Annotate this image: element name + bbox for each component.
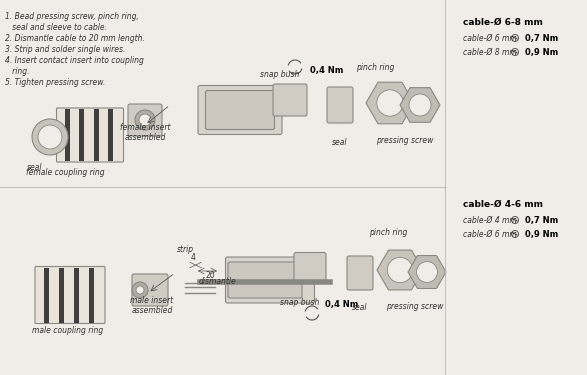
Text: cable-Ø 6 mm: cable-Ø 6 mm bbox=[463, 230, 517, 239]
Text: 20: 20 bbox=[205, 271, 215, 280]
FancyBboxPatch shape bbox=[198, 86, 282, 135]
Text: 0,4 Nm: 0,4 Nm bbox=[325, 300, 359, 309]
Text: 2. Dismantle cable to 20 mm length.: 2. Dismantle cable to 20 mm length. bbox=[5, 34, 145, 43]
Text: cable-Ø 4-6 mm: cable-Ø 4-6 mm bbox=[463, 200, 543, 209]
Text: cable-Ø 4 mm: cable-Ø 4 mm bbox=[463, 216, 517, 225]
Bar bbox=[59, 267, 64, 322]
Text: male insert
assembled: male insert assembled bbox=[130, 296, 174, 315]
FancyBboxPatch shape bbox=[347, 256, 373, 290]
FancyBboxPatch shape bbox=[128, 104, 162, 136]
Text: 3. Strip and solder single wires.: 3. Strip and solder single wires. bbox=[5, 45, 126, 54]
Text: 4. Insert contact insert into coupling: 4. Insert contact insert into coupling bbox=[5, 56, 144, 65]
Polygon shape bbox=[377, 250, 423, 290]
Text: male coupling ring: male coupling ring bbox=[32, 326, 104, 335]
Polygon shape bbox=[408, 255, 446, 288]
Text: 0,7 Nm: 0,7 Nm bbox=[525, 34, 558, 43]
Bar bbox=[79, 109, 84, 161]
Text: cable-Ø 6-8 mm: cable-Ø 6-8 mm bbox=[463, 18, 543, 27]
Text: 0,7 Nm: 0,7 Nm bbox=[525, 216, 558, 225]
Text: seal: seal bbox=[332, 138, 348, 147]
FancyBboxPatch shape bbox=[205, 90, 275, 129]
Text: pinch ring: pinch ring bbox=[369, 228, 407, 237]
Circle shape bbox=[136, 286, 144, 294]
Circle shape bbox=[132, 282, 148, 298]
Bar bbox=[43, 267, 49, 322]
Text: female coupling ring: female coupling ring bbox=[26, 168, 104, 177]
FancyBboxPatch shape bbox=[225, 257, 315, 303]
Circle shape bbox=[38, 125, 62, 149]
Circle shape bbox=[139, 114, 151, 126]
Text: 0,4 Nm: 0,4 Nm bbox=[310, 66, 343, 75]
FancyBboxPatch shape bbox=[132, 274, 168, 306]
Circle shape bbox=[377, 90, 403, 116]
Text: pressing screw: pressing screw bbox=[376, 136, 434, 145]
Text: 0,9 Nm: 0,9 Nm bbox=[525, 48, 558, 57]
FancyBboxPatch shape bbox=[35, 267, 105, 324]
FancyBboxPatch shape bbox=[294, 252, 326, 282]
Text: ring.: ring. bbox=[5, 67, 29, 76]
Text: 4: 4 bbox=[191, 253, 195, 262]
Text: seal: seal bbox=[352, 303, 367, 312]
Circle shape bbox=[32, 119, 68, 155]
Circle shape bbox=[387, 257, 413, 283]
Text: seal: seal bbox=[27, 163, 43, 172]
Circle shape bbox=[417, 261, 437, 282]
FancyBboxPatch shape bbox=[273, 84, 307, 116]
Polygon shape bbox=[400, 88, 440, 122]
Text: 5. Tighten pressing screw.: 5. Tighten pressing screw. bbox=[5, 78, 106, 87]
Text: snap bush: snap bush bbox=[281, 298, 320, 307]
Polygon shape bbox=[366, 82, 414, 124]
Bar bbox=[65, 109, 70, 161]
Bar bbox=[74, 267, 79, 322]
FancyBboxPatch shape bbox=[228, 262, 302, 298]
Text: dismantle: dismantle bbox=[199, 277, 237, 286]
Text: cable-Ø 8 mm: cable-Ø 8 mm bbox=[463, 48, 517, 57]
Text: female insert
assembled: female insert assembled bbox=[120, 123, 170, 142]
FancyBboxPatch shape bbox=[327, 87, 353, 123]
Bar bbox=[108, 109, 113, 161]
Bar bbox=[89, 267, 94, 322]
Circle shape bbox=[409, 94, 431, 116]
Circle shape bbox=[135, 110, 155, 130]
FancyBboxPatch shape bbox=[56, 108, 123, 162]
Text: snap bush: snap bush bbox=[260, 70, 300, 79]
Text: pinch ring: pinch ring bbox=[356, 63, 394, 72]
Text: 0,9 Nm: 0,9 Nm bbox=[525, 230, 558, 239]
Text: strip: strip bbox=[177, 245, 194, 254]
Text: pressing screw: pressing screw bbox=[386, 302, 444, 311]
Text: 1. Bead pressing screw, pinch ring,: 1. Bead pressing screw, pinch ring, bbox=[5, 12, 139, 21]
Text: cable-Ø 6 mm: cable-Ø 6 mm bbox=[463, 34, 517, 43]
Text: seal and sleeve to cable.: seal and sleeve to cable. bbox=[5, 23, 107, 32]
Bar bbox=[93, 109, 99, 161]
